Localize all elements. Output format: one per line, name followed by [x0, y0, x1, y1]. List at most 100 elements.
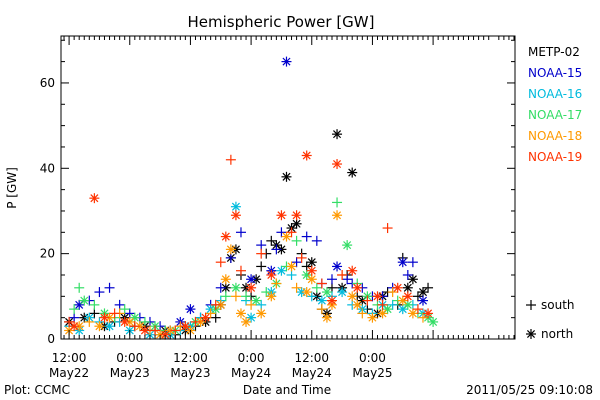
- point-noaa-16-north-27: [337, 287, 348, 298]
- x-tick-date-label: May24: [292, 366, 332, 380]
- point-noaa-19-south-4: [109, 308, 120, 319]
- point-noaa-19-north-22: [266, 269, 277, 280]
- marker-key: south north: [526, 298, 575, 341]
- point-noaa-18-north-26: [286, 261, 297, 272]
- point-metp-02-south-54: [423, 282, 434, 293]
- point-noaa-19-south-19: [235, 265, 246, 276]
- point-noaa-19-north-5: [119, 316, 130, 327]
- point-metp-02-north-53: [417, 287, 428, 298]
- point-noaa-15-north-18: [246, 274, 257, 285]
- point-noaa-19-north-31: [332, 159, 343, 170]
- point-noaa-18-south-24: [271, 278, 282, 289]
- point-metp-02-north-41: [347, 167, 358, 178]
- point-noaa-19-north-18: [230, 210, 241, 221]
- point-noaa-18-north-20: [241, 316, 252, 327]
- point-noaa-19-north-39: [392, 282, 403, 293]
- point-noaa-18-north-42: [407, 308, 418, 319]
- point-metp-02-north-50: [402, 282, 413, 293]
- x-tick-time-label: 12:00: [52, 351, 87, 365]
- point-metp-02-south-37: [326, 282, 337, 293]
- legend: METP-02 NOAA-15 NOAA-16 NOAA-17 NOAA-18 NOAA-…: [528, 45, 582, 164]
- point-noaa-17-north-37: [428, 316, 439, 327]
- point-noaa-18-north-28: [301, 287, 312, 298]
- point-noaa-19-north-36: [372, 291, 383, 302]
- point-noaa-15-south-38: [407, 257, 418, 268]
- point-noaa-19-south-38: [382, 223, 393, 234]
- point-noaa-19-north-28: [306, 265, 317, 276]
- point-noaa-18-north-19: [235, 308, 246, 319]
- marker-key-north-symbol: [526, 329, 536, 339]
- y-tick-label: 0: [47, 332, 55, 346]
- legend-item-noaa-16: NOAA-16: [528, 87, 582, 101]
- point-noaa-18-south-30: [316, 304, 327, 315]
- point-metp-02-south-52: [412, 291, 423, 302]
- x-axis-label: Date and Time: [243, 383, 331, 397]
- point-noaa-17-north-28: [342, 240, 353, 251]
- x-tick-time-label: 0:00: [238, 351, 265, 365]
- point-noaa-18-north-16: [220, 274, 231, 285]
- point-noaa-15-south-5: [114, 299, 125, 310]
- point-noaa-19-south-6: [129, 321, 140, 332]
- point-noaa-19-south-35: [362, 295, 373, 306]
- plot-axes: 020406012:00May220:00May2312:00May230:00…: [40, 35, 516, 380]
- point-noaa-17-south-6: [119, 304, 130, 315]
- point-noaa-19-north-27: [301, 150, 312, 161]
- plot-credit: Plot: CCMC: [4, 383, 70, 397]
- point-noaa-19-south-10: [170, 325, 181, 336]
- point-noaa-15-north-29: [332, 261, 343, 272]
- point-noaa-16-north-25: [316, 295, 327, 306]
- point-noaa-17-south-1: [74, 282, 85, 293]
- point-noaa-17-south-25: [311, 282, 322, 293]
- point-noaa-17-south-8: [139, 316, 150, 327]
- x-tick-date-label: May25: [352, 366, 392, 380]
- point-metp-02-north-30: [291, 218, 302, 229]
- point-noaa-19-north-1: [69, 321, 80, 332]
- point-noaa-19-north-11: [180, 321, 191, 332]
- point-noaa-15-north-23: [281, 56, 292, 67]
- x-tick-time-label: 12:00: [294, 351, 329, 365]
- point-noaa-19-south-0: [64, 316, 75, 327]
- point-noaa-17-north-2: [79, 295, 90, 306]
- point-noaa-18-south-27: [291, 282, 302, 293]
- point-noaa-19-north-23: [276, 210, 287, 221]
- point-noaa-17-south-27: [332, 197, 343, 208]
- point-noaa-17-south-18: [241, 291, 252, 302]
- point-noaa-19-south-37: [377, 299, 388, 310]
- point-noaa-15-south-25: [301, 231, 312, 242]
- point-noaa-18-south-2: [84, 316, 95, 327]
- point-metp-02-north-38: [332, 129, 343, 140]
- point-noaa-19-north-40: [402, 291, 413, 302]
- x-tick-date-label: May23: [110, 366, 150, 380]
- y-tick-label: 60: [40, 76, 55, 90]
- point-noaa-17-south-23: [291, 235, 302, 246]
- point-noaa-15-south-17: [235, 227, 246, 238]
- point-noaa-18-south-40: [387, 287, 398, 298]
- point-noaa-15-south-4: [104, 282, 115, 293]
- y-tick-label: 20: [40, 247, 55, 261]
- point-noaa-15-south-3: [94, 287, 105, 298]
- x-tick-time-label: 0:00: [359, 351, 386, 365]
- point-noaa-18-north-36: [352, 299, 363, 310]
- point-noaa-15-south-30: [342, 274, 353, 285]
- point-noaa-18-north-33: [332, 210, 343, 221]
- point-noaa-18-north-31: [321, 312, 332, 323]
- point-noaa-17-south-16: [220, 291, 231, 302]
- point-noaa-17-north-26: [321, 287, 332, 298]
- point-noaa-19-north-20: [246, 282, 257, 293]
- point-noaa-16-south-19: [256, 299, 267, 310]
- point-noaa-15-north-12: [185, 304, 196, 315]
- point-noaa-15-south-37: [402, 269, 413, 280]
- point-metp-02-south-14: [210, 312, 221, 323]
- point-noaa-15-north-39: [417, 295, 428, 306]
- point-noaa-19-north-16: [220, 231, 231, 242]
- point-noaa-19-south-41: [412, 304, 423, 315]
- point-metp-02-south-2: [89, 308, 100, 319]
- x-tick-date-label: May23: [170, 366, 210, 380]
- plot-frame: [60, 35, 516, 340]
- point-noaa-19-north-3: [99, 312, 110, 323]
- point-noaa-19-south-14: [210, 299, 221, 310]
- x-tick-time-label: 0:00: [116, 351, 143, 365]
- point-metp-02-south-23: [256, 261, 267, 272]
- point-noaa-18-south-14: [205, 308, 216, 319]
- x-tick-date-label: May24: [231, 366, 271, 380]
